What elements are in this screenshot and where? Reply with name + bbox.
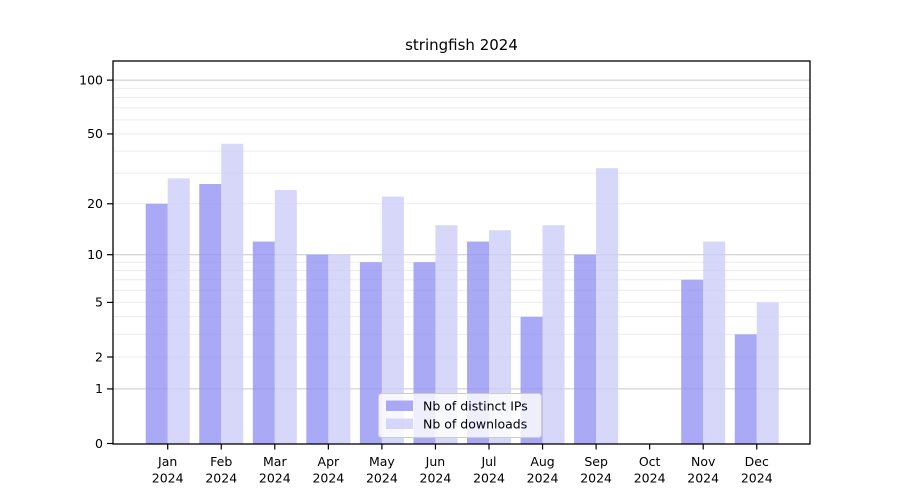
x-tick-label-year: 2024 [152, 471, 184, 486]
x-tick-label-month: Dec [745, 454, 769, 469]
x-tick-label-month: Jun [425, 454, 446, 469]
bar-downloads [328, 254, 351, 444]
bar-downloads [221, 143, 244, 444]
plot-frame [112, 60, 811, 445]
x-tick-label-month: May [369, 454, 395, 469]
x-tick-label-month: Nov [691, 454, 716, 469]
x-tick-label-year: 2024 [312, 471, 344, 486]
x-tick-label-month: Mar [263, 454, 287, 469]
bar-downloads [381, 196, 404, 444]
bar-distinct-ips [306, 254, 329, 444]
bar-downloads [489, 230, 511, 444]
bar-downloads [756, 302, 779, 444]
y-tick-label: 1 [95, 381, 103, 396]
legend: Nb of distinct IPs Nb of downloads [378, 393, 542, 438]
x-tick-label-month: Apr [318, 454, 340, 469]
x-tick-label-year: 2024 [634, 471, 666, 486]
legend-label-downloads: Nb of downloads [423, 417, 527, 432]
bar-downloads [703, 241, 726, 444]
bar-distinct-ips [145, 203, 168, 444]
y-tick-label: 50 [87, 126, 103, 141]
x-tick-label-year: 2024 [741, 471, 773, 486]
bar-downloads [542, 225, 565, 444]
legend-swatch-distinct-ips-icon [386, 400, 413, 411]
x-tick-label-year: 2024 [580, 471, 612, 486]
x-tick-label-month: Feb [210, 454, 232, 469]
bar-downloads [596, 168, 619, 444]
x-tick-label-year: 2024 [527, 471, 559, 486]
bar-downloads [435, 225, 458, 444]
x-tick-label-month: Oct [639, 454, 661, 469]
legend-box [378, 393, 542, 438]
x-tick-label-month: Jan [157, 454, 177, 469]
bar-distinct-ips [252, 241, 275, 444]
x-tick-label-month: Aug [530, 454, 554, 469]
axis-ticks-and-labels: 0 1 2 5 10 20 50 100 Jan 2024 Feb 2024 Mar 2024 Apr 202… [79, 72, 773, 485]
bar-downloads [274, 190, 297, 444]
x-tick-label-year: 2024 [420, 471, 452, 486]
x-tick-label-year: 2024 [473, 471, 505, 486]
bar-distinct-ips [734, 334, 757, 444]
bar-downloads [167, 178, 190, 444]
x-tick-label-month: Jul [480, 454, 496, 469]
y-tick-label: 10 [87, 247, 103, 262]
y-tick-label: 5 [95, 295, 103, 310]
y-tick-label: 0 [95, 436, 103, 451]
x-tick-label-year: 2024 [205, 471, 237, 486]
bar-distinct-ips [681, 279, 704, 444]
bar-distinct-ips [574, 254, 597, 444]
x-tick-label-year: 2024 [687, 471, 719, 486]
bar-series [145, 143, 779, 444]
chart-title: stringfish 2024 [405, 36, 518, 54]
bar-distinct-ips [199, 183, 222, 444]
y-tick-label: 100 [79, 72, 103, 87]
x-tick-label-month: Sep [584, 454, 608, 469]
y-tick-label: 2 [95, 349, 103, 364]
y-tick-label: 20 [87, 196, 103, 211]
bar-distinct-ips [359, 262, 382, 444]
legend-swatch-downloads-icon [386, 418, 413, 429]
legend-label-distinct-ips: Nb of distinct IPs [423, 399, 528, 414]
x-tick-label-year: 2024 [259, 471, 291, 486]
x-tick-label-year: 2024 [366, 471, 398, 486]
